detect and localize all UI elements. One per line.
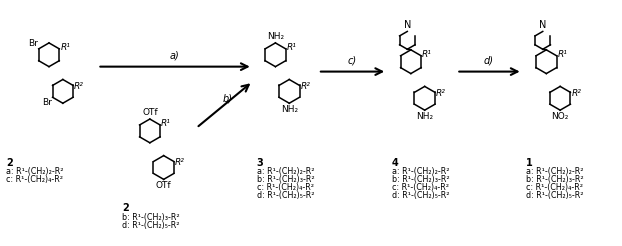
Text: OTf: OTf: [156, 181, 172, 190]
Text: a: R¹-(CH₂)₂-R²: a: R¹-(CH₂)₂-R²: [526, 168, 583, 176]
Text: R¹: R¹: [557, 50, 567, 59]
Text: c: R¹-(CH₂)₄-R²: c: R¹-(CH₂)₄-R²: [392, 183, 449, 192]
Text: 1: 1: [526, 158, 532, 168]
Text: d: R¹-(CH₂)₅-R²: d: R¹-(CH₂)₅-R²: [526, 191, 583, 200]
Text: d): d): [484, 56, 494, 66]
Text: N: N: [404, 20, 411, 31]
Text: b: R¹-(CH₂)₃-R²: b: R¹-(CH₂)₃-R²: [392, 175, 450, 184]
Text: d: R¹-(CH₂)₅-R²: d: R¹-(CH₂)₅-R²: [392, 191, 450, 200]
Text: a): a): [170, 51, 179, 61]
Text: a: R¹-(CH₂)₂-R²: a: R¹-(CH₂)₂-R²: [392, 168, 450, 176]
Text: NO₂: NO₂: [552, 112, 569, 121]
Text: b: R¹-(CH₂)₃-R²: b: R¹-(CH₂)₃-R²: [122, 213, 180, 222]
Text: R¹: R¹: [161, 120, 171, 128]
Text: d: R¹-(CH₂)₅-R²: d: R¹-(CH₂)₅-R²: [122, 221, 180, 230]
Text: Br: Br: [28, 39, 38, 48]
Text: b: R¹-(CH₂)₃-R²: b: R¹-(CH₂)₃-R²: [257, 175, 314, 184]
Text: OTf: OTf: [142, 108, 157, 117]
Text: NH₂: NH₂: [416, 112, 434, 121]
Text: c: R¹-(CH₂)₄-R²: c: R¹-(CH₂)₄-R²: [6, 175, 63, 184]
Text: c: R¹-(CH₂)₄-R²: c: R¹-(CH₂)₄-R²: [257, 183, 313, 192]
Text: R²: R²: [572, 89, 582, 98]
Text: R²: R²: [300, 82, 310, 91]
Text: R²: R²: [436, 89, 446, 98]
Text: R¹: R¹: [287, 43, 297, 52]
Text: 2: 2: [122, 203, 129, 213]
Text: 4: 4: [392, 158, 399, 168]
Text: c: R¹-(CH₂)₄-R²: c: R¹-(CH₂)₄-R²: [526, 183, 583, 192]
Text: R¹: R¹: [422, 50, 432, 59]
Text: a: R¹-(CH₂)₂-R²: a: R¹-(CH₂)₂-R²: [257, 168, 314, 176]
Text: 2: 2: [6, 158, 13, 168]
Text: d: R¹-(CH₂)₅-R²: d: R¹-(CH₂)₅-R²: [257, 191, 314, 200]
Text: a: R¹-(CH₂)₂-R²: a: R¹-(CH₂)₂-R²: [6, 168, 64, 176]
Text: b): b): [223, 93, 233, 103]
Text: NH₂: NH₂: [267, 32, 284, 41]
Text: N: N: [539, 20, 547, 31]
Text: Br: Br: [42, 98, 52, 107]
Text: c): c): [348, 56, 357, 66]
Text: R¹: R¹: [60, 43, 70, 52]
Text: R²: R²: [175, 158, 185, 167]
Text: 3: 3: [257, 158, 263, 168]
Text: R²: R²: [74, 82, 84, 91]
Text: NH₂: NH₂: [281, 105, 298, 114]
Text: b: R¹-(CH₂)₃-R²: b: R¹-(CH₂)₃-R²: [526, 175, 583, 184]
